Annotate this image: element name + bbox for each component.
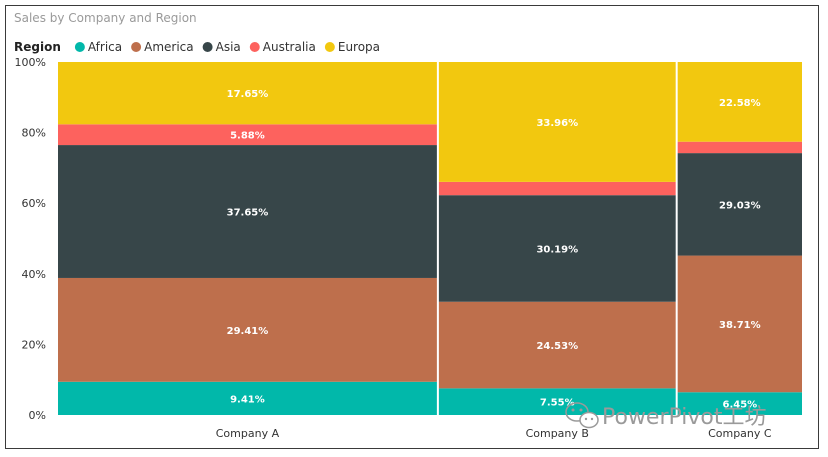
legend-label-africa: Africa xyxy=(88,40,122,54)
bar-segment-company-b-africa xyxy=(438,388,676,415)
legend-marker-america xyxy=(131,42,142,52)
bar-segment-company-a-europa xyxy=(58,62,437,125)
x-axis: Company A Company B Company C xyxy=(216,427,772,440)
chart-title: Sales by Company and Region xyxy=(14,11,197,25)
legend-label-australia: Australia xyxy=(263,40,316,54)
legend-title: Region xyxy=(14,40,61,54)
bar-segment-company-b-australia xyxy=(438,181,676,196)
bar-segment-company-c-asia xyxy=(677,153,802,256)
chart-frame: Sales by Company and Region Region Afric… xyxy=(5,5,819,449)
y-tick-label: 20% xyxy=(22,338,46,351)
data-label-company-c-america: 38.71% xyxy=(719,320,761,331)
y-tick-label: 0% xyxy=(29,409,46,422)
bar-segment-company-a-america xyxy=(58,277,437,382)
data-label-company-a-australia: 5.88% xyxy=(230,131,265,142)
y-axis: 0% 20% 40% 60% 80% 100% xyxy=(15,56,46,422)
x-tick-label-company-c: Company C xyxy=(708,427,772,440)
bar-segment-company-c-america xyxy=(677,255,802,393)
bar-segment-company-c-australia xyxy=(677,141,802,154)
data-label-company-b-america: 24.53% xyxy=(536,341,578,352)
mekko-chart: Sales by Company and Region Region Afric… xyxy=(14,11,802,440)
bar-segment-company-a-australia xyxy=(58,124,437,146)
data-label-company-c-africa: 6.45% xyxy=(722,400,757,411)
data-label-company-b-asia: 30.19% xyxy=(536,244,578,255)
watermark-text: PowerPivot工坊 xyxy=(602,405,767,430)
data-label-company-a-africa: 9.41% xyxy=(230,394,265,405)
bar-segment-company-b-america xyxy=(438,301,676,389)
data-label-company-a-europa: 17.65% xyxy=(227,89,269,100)
legend-label-asia: Asia xyxy=(216,40,241,54)
data-label-company-a-america: 29.41% xyxy=(227,326,269,337)
y-tick-label: 40% xyxy=(22,268,46,281)
legend-label-europa: Europa xyxy=(338,40,380,54)
legend-marker-australia xyxy=(249,42,260,52)
legend-marker-asia xyxy=(202,42,213,52)
plot-area: 9.41% 29.41% 37.65% 5.88% 17.65% 7.55% 24.53% 3… xyxy=(58,62,802,415)
data-label-company-b-africa: 7.55% xyxy=(540,398,575,409)
wechat-icon xyxy=(565,402,599,429)
data-label-company-a-asia: 37.65% xyxy=(227,208,269,219)
y-tick-label: 80% xyxy=(22,127,46,140)
data-label-company-b-europa: 33.96% xyxy=(536,118,578,129)
legend-marker-africa xyxy=(74,42,85,52)
bar-segment-company-a-africa xyxy=(58,381,437,415)
legend: Region Africa America Asia Australia Europa xyxy=(14,40,380,54)
bar-segment-company-b-europa xyxy=(438,62,676,182)
x-tick-label-company-a: Company A xyxy=(216,427,280,440)
y-tick-label: 60% xyxy=(22,197,46,210)
legend-marker-europa xyxy=(324,42,335,52)
bar-segment-company-a-asia xyxy=(58,145,437,278)
bar-segment-company-b-asia xyxy=(438,195,676,302)
y-tick-label: 100% xyxy=(15,56,46,69)
x-tick-label-company-b: Company B xyxy=(526,427,589,440)
bar-segment-company-c-europa xyxy=(677,62,802,142)
legend-label-america: America xyxy=(144,40,194,54)
data-label-company-c-asia: 29.03% xyxy=(719,200,761,211)
watermark: PowerPivot工坊 xyxy=(565,402,767,430)
data-label-company-c-europa: 22.58% xyxy=(719,98,761,109)
bar-segment-company-c-africa xyxy=(677,392,802,415)
